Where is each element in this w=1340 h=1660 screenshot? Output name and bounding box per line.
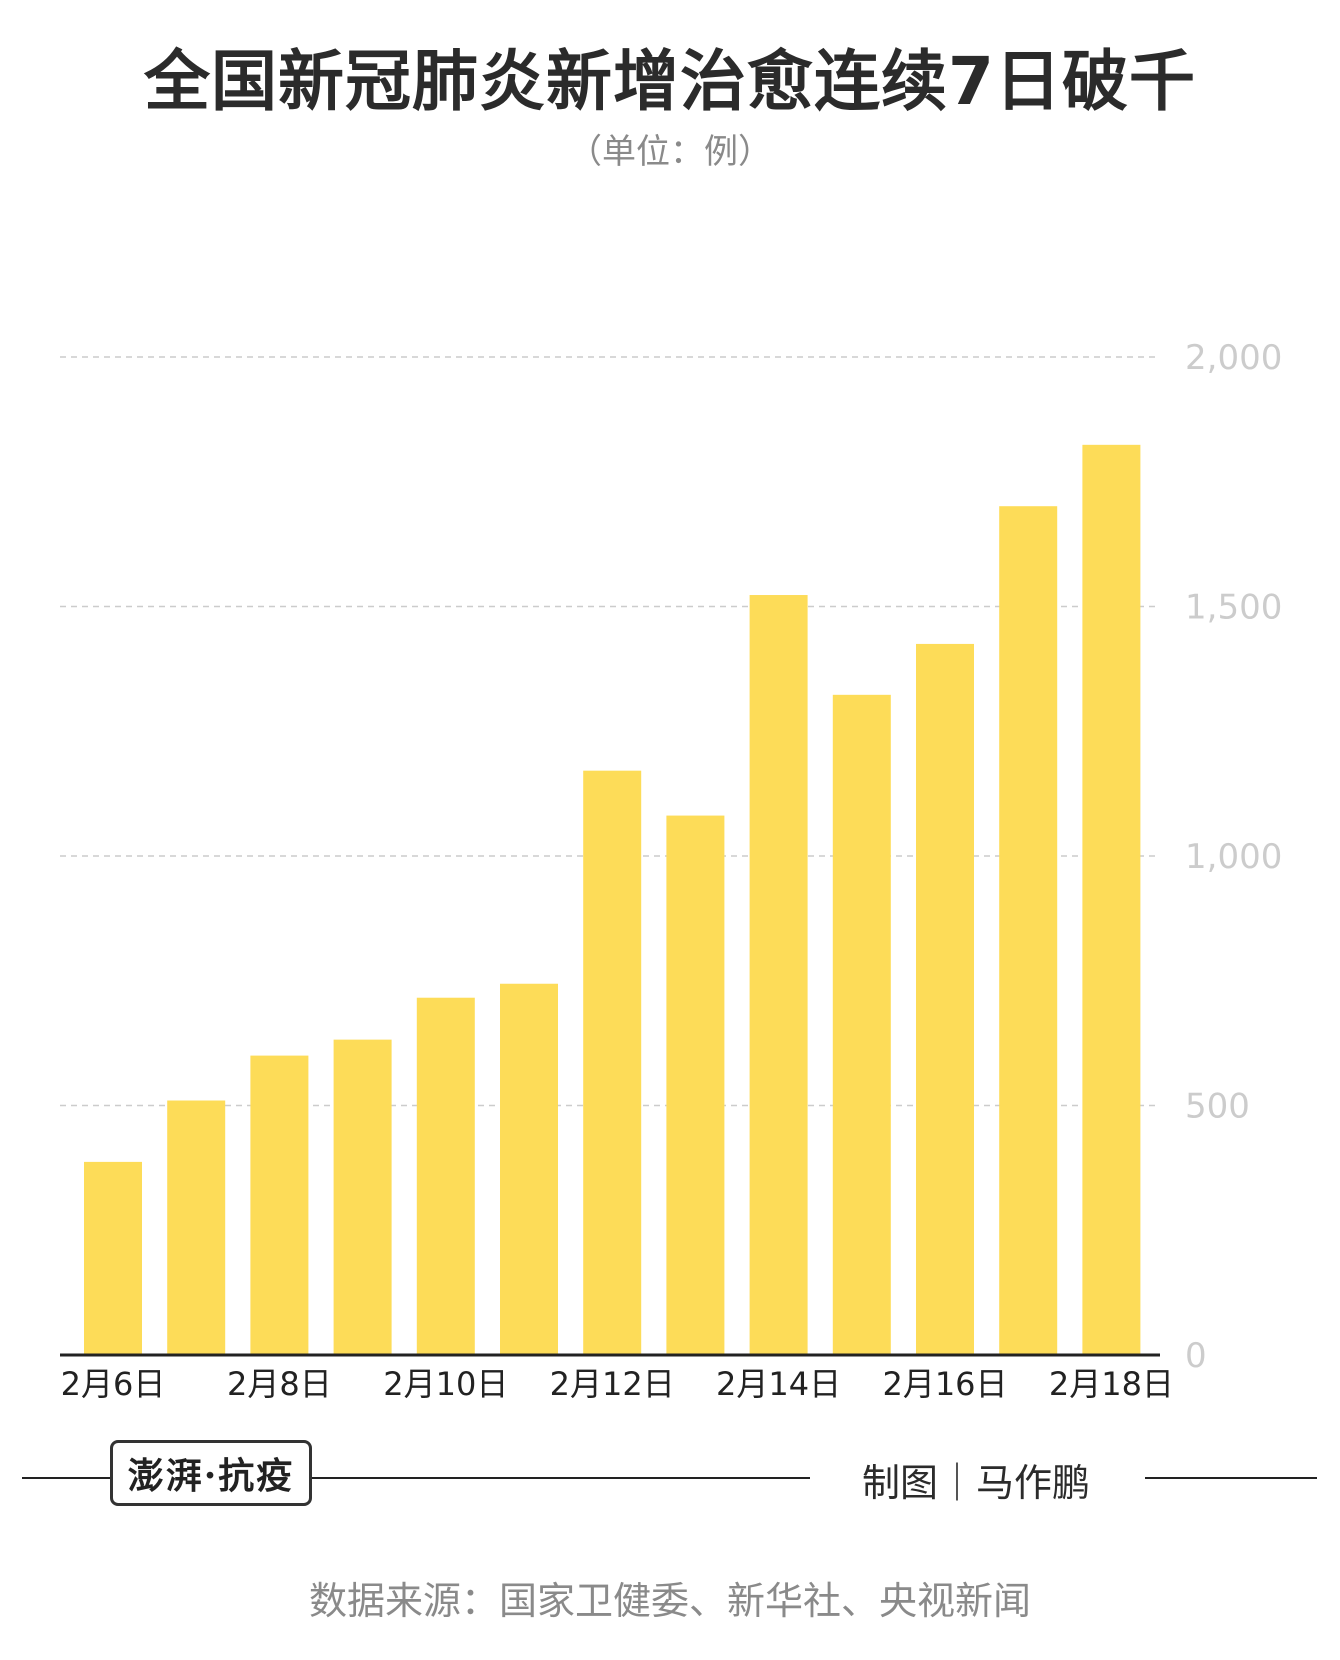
x-tick-label: 2月18日 [1049, 1365, 1174, 1403]
logo-text: 澎湃·抗疫 [127, 1455, 295, 1497]
y-tick-labels: 0 500 1,000 1,500 2,000 [1185, 338, 1282, 1376]
y-tick-label: 1,000 [1185, 837, 1282, 877]
data-source: 数据来源：国家卫健委、新华社、央视新闻 [308, 1579, 1031, 1623]
chart-credit: 制图｜马作鹏 [862, 1461, 1091, 1505]
x-tick-label: 2月10日 [383, 1365, 508, 1403]
footer-divider-middle [312, 1477, 810, 1479]
bar [500, 983, 558, 1355]
footer-divider-left [22, 1477, 110, 1479]
bar [167, 1100, 226, 1355]
x-tick-label: 2月12日 [550, 1365, 675, 1403]
bar [916, 643, 974, 1355]
bar [832, 694, 891, 1355]
x-tick-label: 2月6日 [61, 1365, 166, 1403]
x-tick-label: 2月16日 [882, 1365, 1007, 1403]
x-tick-label: 2月8日 [227, 1365, 332, 1403]
bar [666, 815, 725, 1355]
thepaper-logo: 澎湃·抗疫 [110, 1440, 312, 1506]
footer-divider-right [1145, 1477, 1317, 1479]
x-tick-label: 2月14日 [716, 1365, 841, 1403]
y-tick-label: 500 [1185, 1087, 1250, 1127]
bar [749, 595, 808, 1355]
bar [84, 1161, 142, 1355]
bar [1082, 444, 1141, 1356]
bar [999, 506, 1058, 1355]
bar [250, 1055, 309, 1355]
chart-title: 全国新冠肺炎新增治愈连续7日破千 [144, 43, 1196, 120]
y-tick-label: 2,000 [1185, 338, 1282, 378]
chart-subtitle: （单位：例） [568, 132, 772, 172]
bars [84, 444, 1141, 1356]
x-tick-labels: 2月6日 2月8日 2月10日 2月12日 2月14日 2月16日 2月18日 [61, 1365, 1174, 1403]
y-tick-label: 1,500 [1185, 588, 1282, 628]
bar [583, 770, 642, 1355]
y-tick-label: 0 [1185, 1336, 1207, 1376]
bar [416, 997, 475, 1355]
bar [333, 1039, 392, 1355]
